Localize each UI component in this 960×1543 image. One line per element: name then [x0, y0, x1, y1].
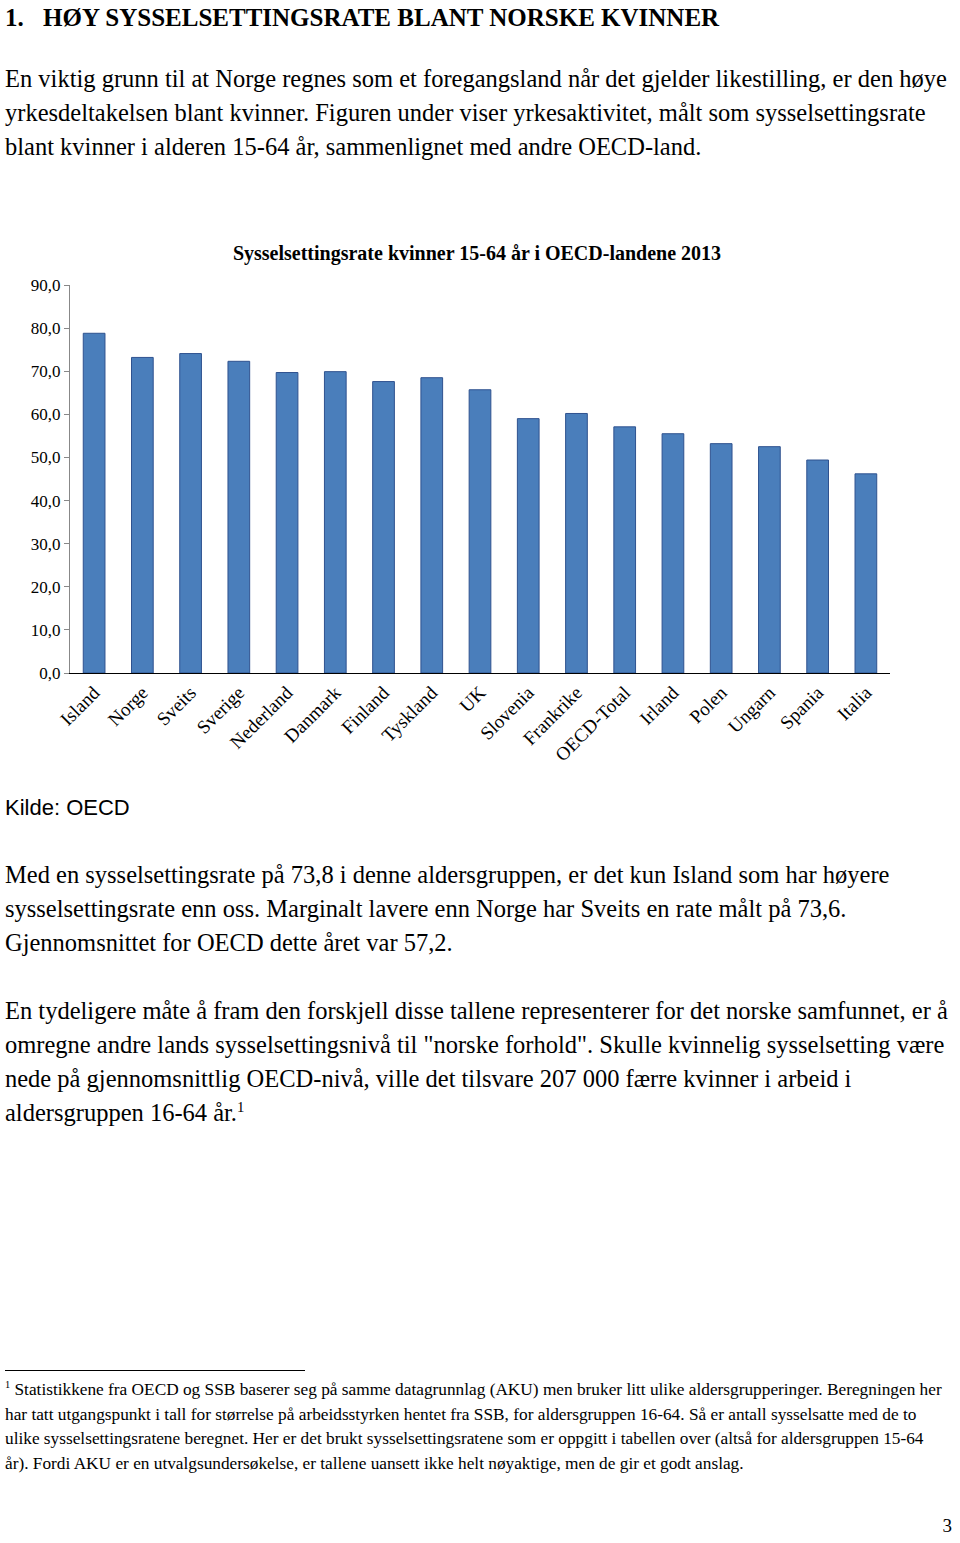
html-text:En viktig grunn til at Norge r: En viktig grunn til at Norge regnes som … [5, 65, 947, 160]
svg-text:Italia: Italia [833, 682, 876, 725]
svg-text:70,0: 70,0 [31, 362, 61, 381]
svg-text:Frankrike: Frankrike [519, 682, 586, 749]
svg-text:Sverige: Sverige [192, 682, 248, 738]
svg-text:Norge: Norge [104, 682, 152, 730]
svg-text:Sysselsettingsrate kvinner 15-: Sysselsettingsrate kvinner 15-64 år i OE… [233, 242, 721, 265]
svg-text:Nederland: Nederland [226, 682, 297, 753]
html-text:HØY SYSSELSETTINGSRATE BLANT N: HØY SYSSELSETTINGSRATE BLANT NORSKE KVIN… [43, 4, 720, 31]
svg-text:80,0: 80,0 [31, 319, 61, 338]
svg-text:10,0: 10,0 [31, 621, 61, 640]
html-text:3: 3 [942, 1515, 952, 1536]
svg-text:Tyskland: Tyskland [377, 682, 441, 746]
svg-text:Sveits: Sveits [152, 682, 200, 730]
svg-text:20,0: 20,0 [31, 578, 61, 597]
html-text:Kilde: OECD: Kilde: OECD [5, 795, 130, 820]
svg-text:Irland: Irland [636, 682, 683, 729]
html-text:En tydeligere måte å fram den: En tydeligere måte å fram den forskjell … [5, 997, 948, 1126]
svg-text:0,0: 0,0 [39, 664, 60, 683]
svg-text:Island: Island [56, 682, 104, 730]
svg-text:40,0: 40,0 [31, 492, 61, 511]
svg-text:UK: UK [455, 682, 489, 716]
html-text:1Statistikkene fra OECD og SSB: 1Statistikkene fra OECD og SSB baserer s… [5, 1379, 942, 1473]
svg-text:Polen: Polen [685, 682, 731, 728]
svg-text:30,0: 30,0 [31, 535, 61, 554]
svg-text:50,0: 50,0 [31, 448, 61, 467]
svg-text:Slovenia: Slovenia [476, 682, 538, 744]
svg-text:Ungarn: Ungarn [724, 682, 779, 737]
svg-text:Spania: Spania [776, 682, 828, 734]
svg-text:Finland: Finland [337, 682, 393, 738]
svg-text:90,0: 90,0 [31, 276, 61, 295]
html-text:Med en sysselsettingsrate på 7: Med en sysselsettingsrate på 73,8 i denn… [5, 861, 890, 956]
svg-text:60,0: 60,0 [31, 405, 61, 424]
svg-text:Danmark: Danmark [280, 682, 345, 747]
html-text:1.: 1. [5, 4, 24, 31]
svg-text:OECD-Total: OECD-Total [551, 682, 634, 765]
